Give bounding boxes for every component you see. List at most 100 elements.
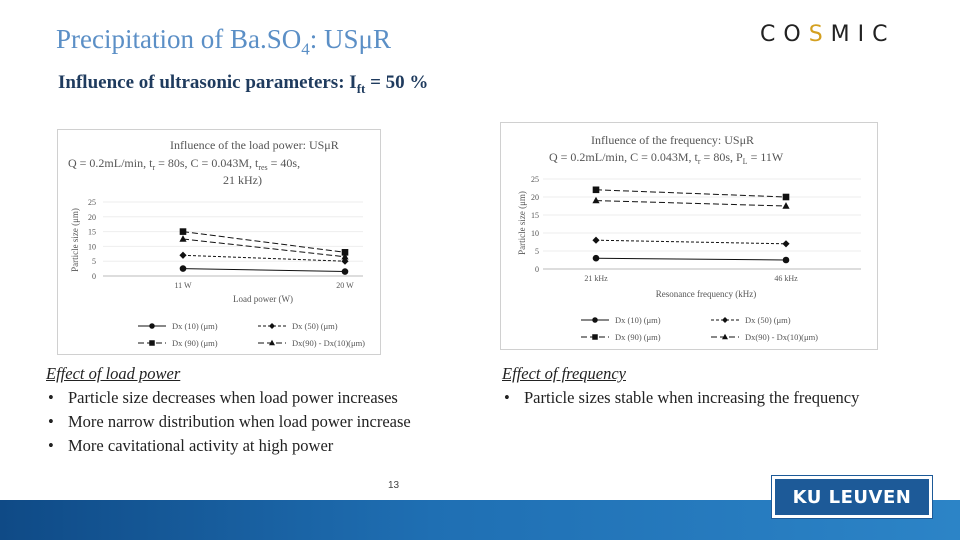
legend-marker	[722, 333, 728, 340]
data-point	[592, 236, 600, 244]
legend-marker	[592, 334, 598, 340]
legend-marker	[269, 323, 275, 329]
x-tick-label: 21 kHz	[584, 274, 608, 283]
y-tick-label: 25	[531, 175, 539, 184]
legend-marker	[722, 317, 728, 323]
y-tick-label: 25	[88, 198, 96, 207]
y-tick-label: 20	[88, 213, 96, 222]
series-triangle	[179, 235, 349, 260]
y-axis-label: Particle size (μm)	[517, 191, 527, 255]
chart-frequency: Influence of the frequency: USμR Q = 0.2…	[500, 122, 878, 350]
legend-label: Dx (50) (μm)	[292, 321, 338, 331]
legend: Dx (10) (μm) Dx (50) (μm) Dx (90) (μm) Dx(9…	[581, 315, 818, 342]
data-point	[592, 186, 600, 194]
chart-title-line2: Q = 0.2mL/min, tr = 80s, C = 0.043M, tre…	[68, 156, 300, 172]
legend-marker	[269, 339, 275, 346]
effect-heading: Effect of load power	[46, 364, 181, 383]
data-point	[341, 252, 349, 260]
legend-item: Dx (50) (μm)	[258, 321, 338, 331]
series-line	[182, 268, 346, 273]
series-line	[595, 189, 787, 198]
load-power-effect: Effect of load power Particle size decre…	[46, 362, 468, 458]
x-tick-label: 20 W	[336, 281, 354, 290]
series-line	[182, 238, 346, 258]
data-point	[782, 256, 790, 264]
effect-bullet: Particle size decreases when load power …	[46, 386, 468, 410]
legend-label: Dx(90) - Dx(10)(μm)	[745, 332, 818, 342]
chart-load-power: Influence of the load power: USμR Q = 0.…	[57, 129, 381, 355]
chart-title: Influence of the frequency: USμR Q = 0.2…	[549, 133, 784, 166]
legend-item: Dx (90) (μm)	[581, 332, 661, 342]
data-point	[782, 240, 790, 248]
y-tick-label: 5	[92, 257, 96, 266]
y-tick-label: 15	[531, 211, 539, 220]
series-square	[592, 186, 790, 201]
data-point	[179, 235, 187, 242]
y-tick-label: 5	[535, 247, 539, 256]
legend-label: Dx (90) (μm)	[172, 338, 218, 348]
y-tick-label: 0	[92, 272, 96, 281]
legend-label: Dx (10) (μm)	[172, 321, 218, 331]
y-tick-label: 0	[535, 265, 539, 274]
series-circle	[592, 254, 790, 264]
legend-marker	[149, 323, 155, 329]
legend-item: Dx (50) (μm)	[711, 315, 791, 325]
data-point	[592, 196, 600, 204]
series-triangle	[592, 196, 790, 209]
legend-label: Dx (50) (μm)	[745, 315, 791, 325]
chart-title-line3: 21 kHz)	[223, 173, 262, 187]
effect-bullet: More cavitational activity at high power	[46, 434, 468, 458]
y-tick-label: 10	[88, 242, 96, 251]
data-point	[592, 254, 600, 262]
legend-label: Dx(90) - Dx(10)(μm)	[292, 338, 365, 348]
chart-title-line1: Influence of the frequency: USμR	[591, 133, 754, 147]
slide-title: Precipitation of Ba.SO4: USμR	[56, 24, 391, 59]
data-point	[782, 193, 790, 201]
legend-label: Dx (10) (μm)	[615, 315, 661, 325]
y-tick-label: 20	[531, 193, 539, 202]
series-circle	[179, 265, 349, 275]
legend-item: Dx (10) (μm)	[581, 315, 661, 325]
chart-title-line1: Influence of the load power: USμR	[170, 138, 339, 152]
chart-frequency-svg: Influence of the frequency: USμR Q = 0.2…	[517, 133, 861, 342]
data-point	[179, 265, 187, 272]
legend-item: Dx (90) (μm)	[138, 338, 218, 348]
y-axis-label: Particle size (μm)	[70, 208, 80, 272]
x-axis-label: Load power (W)	[233, 294, 293, 304]
series-line	[182, 231, 346, 253]
legend-item: Dx (10) (μm)	[138, 321, 218, 331]
series-diamond	[179, 251, 349, 265]
legend-marker	[592, 317, 598, 323]
series-diamond	[592, 236, 790, 248]
data-point	[341, 249, 349, 256]
effect-bullet: More narrow distribution when load power…	[46, 410, 468, 434]
y-tick-label: 15	[88, 228, 96, 237]
series-line	[595, 257, 787, 261]
x-tick-label: 11 W	[174, 281, 192, 290]
ku-leuven-logo: KU LEUVEN	[772, 476, 932, 518]
x-tick-label: 46 kHz	[774, 274, 798, 283]
data-point	[341, 268, 349, 275]
effect-bullet-list: Particle size decreases when load power …	[46, 386, 468, 458]
data-point	[782, 202, 790, 209]
legend-label: Dx (90) (μm)	[615, 332, 661, 342]
effect-bullet: Particle sizes stable when increasing th…	[502, 386, 862, 410]
slide-subtitle: Influence of ultrasonic parameters: Ift …	[58, 72, 429, 96]
legend-item: Dx(90) - Dx(10)(μm)	[258, 338, 365, 348]
data-point	[179, 228, 187, 235]
series-line	[182, 254, 346, 262]
series-line	[595, 239, 787, 245]
series-line	[595, 200, 787, 207]
effect-heading: Effect of frequency	[502, 364, 626, 383]
chart-load-power-svg: Influence of the load power: USμR Q = 0.…	[68, 138, 365, 348]
data-point	[179, 251, 187, 259]
page-number: 13	[388, 480, 400, 491]
y-tick-label: 10	[531, 229, 539, 238]
legend-item: Dx(90) - Dx(10)(μm)	[711, 332, 818, 342]
legend-marker	[149, 340, 155, 346]
plot-area: 0 5 10 15 20 25 21 kHz 46 kHz	[531, 175, 861, 283]
series-square	[179, 228, 349, 256]
frequency-effect: Effect of frequency Particle sizes stabl…	[502, 362, 862, 410]
chart-title-line2: Q = 0.2mL/min, C = 0.043M, tr = 80s, PL …	[549, 150, 784, 166]
effect-bullet-list: Particle sizes stable when increasing th…	[502, 386, 862, 410]
